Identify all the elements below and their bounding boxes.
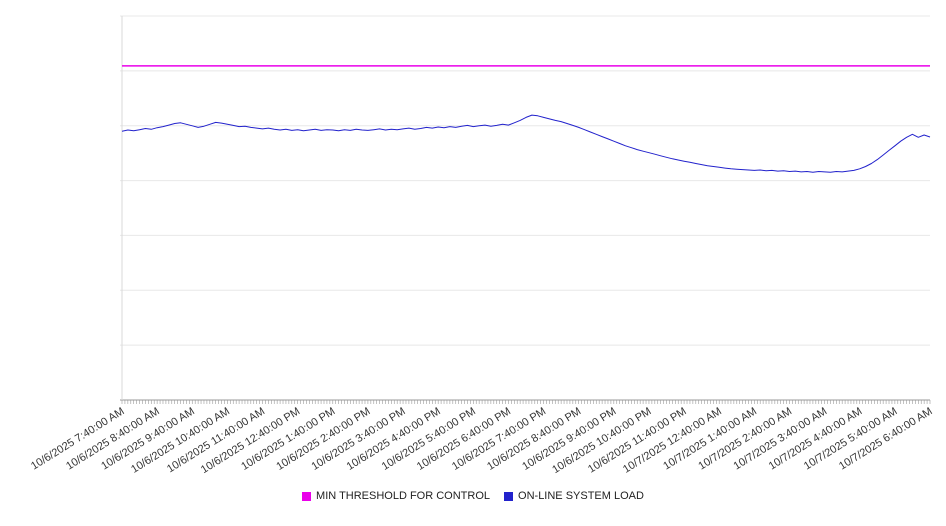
load-chart: 10/6/2025 7:40:00 AM 10/6/2025 8:40:00 AM… (29, 15, 935, 476)
load-legend-swatch-icon (504, 491, 514, 501)
legend-item-min-threshold[interactable]: MIN THRESHOLD FOR CONTROL (302, 490, 490, 502)
chart-legend: MIN THRESHOLD FOR CONTROL ON-LINE SYSTEM… (0, 490, 946, 502)
legend-label-min-threshold: MIN THRESHOLD FOR CONTROL (316, 490, 491, 502)
legend-label-online-system-load: ON-LINE SYSTEM LOAD (518, 490, 644, 502)
legend-item-online-system-load[interactable]: ON-LINE SYSTEM LOAD (504, 490, 644, 502)
threshold-legend-swatch-icon (302, 491, 312, 501)
series-line-online-system-load (121, 114, 931, 173)
